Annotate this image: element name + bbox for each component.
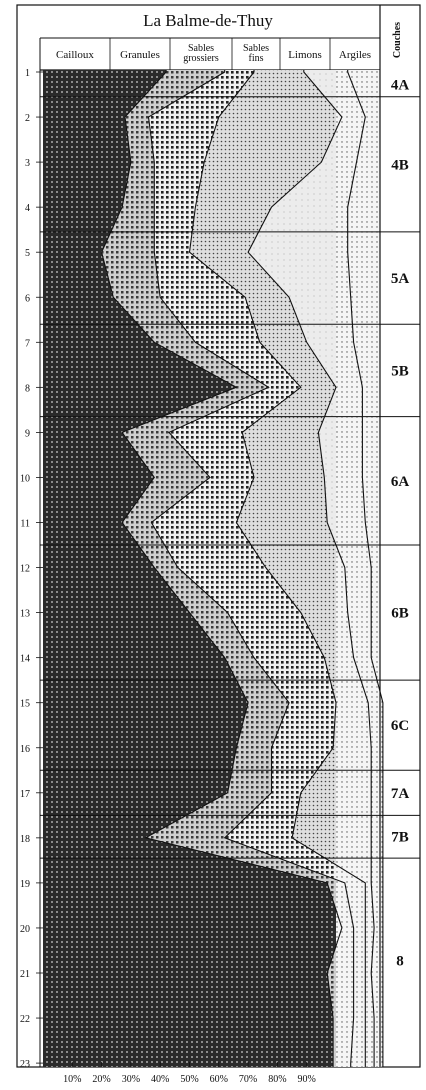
y-tick-label: 16 [20, 744, 30, 755]
layer-label-5A: 5A [391, 271, 410, 287]
boundary-limons [347, 70, 384, 1067]
boundary-sables-grossiers [188, 70, 366, 1067]
fraction-boundaries [101, 70, 384, 1067]
x-tick-label: 80% [268, 1074, 286, 1085]
legend-sables-grossiers-2: grossiers [183, 53, 219, 64]
y-tick-label: 17 [20, 789, 30, 800]
layer-boundaries [40, 96, 420, 859]
x-tick-label: 40% [151, 1074, 169, 1085]
y-tick-label: 21 [20, 969, 30, 980]
layer-label-6C: 6C [391, 718, 409, 734]
layer-label-8: 8 [396, 954, 404, 970]
x-tick-label: 70% [239, 1074, 257, 1085]
layer-column-header: Couches [392, 22, 403, 58]
x-tick-label: 20% [92, 1074, 110, 1085]
y-tick-label: 22 [20, 1014, 30, 1025]
legend-sables-fins-2: fins [249, 53, 264, 64]
y-tick-label: 6 [25, 293, 30, 304]
layer-label-4B: 4B [391, 157, 409, 173]
y-tick-label: 7 [25, 338, 30, 349]
y-tick-label: 2 [25, 113, 30, 124]
layer-label-5B: 5B [391, 363, 409, 379]
y-tick-label: 20 [20, 924, 30, 935]
fraction-areas [43, 70, 383, 1067]
x-tick-label: 10% [63, 1074, 81, 1085]
y-tick-label: 15 [20, 699, 30, 710]
y-tick-label: 9 [25, 428, 30, 439]
y-tick-label: 3 [25, 158, 30, 169]
y-tick-label: 5 [25, 248, 30, 259]
legend-granules: Granules [120, 49, 160, 61]
boundary-cailloux [101, 70, 343, 1067]
legend-argiles: Argiles [339, 49, 371, 61]
y-tick-label: 19 [20, 879, 30, 890]
area-granules [101, 70, 354, 1067]
x-tick-label: 60% [210, 1074, 228, 1085]
boundary-granules [147, 70, 355, 1067]
x-axis: 10% 20% 30% 40% 50% 60% 70% 80% 90% [63, 1062, 316, 1085]
layer-labels: 4A 4B 5A 5B 6A 6B 6C 7A 7B 8 [391, 77, 410, 969]
area-sables-grossiers [148, 70, 366, 1067]
area-sables-fins [189, 70, 375, 1067]
layer-label-4A: 4A [391, 77, 410, 93]
y-tick-label: 18 [20, 834, 30, 845]
y-tick-label: 23 [20, 1059, 30, 1070]
chart-title: La Balme-de-Thuy [143, 11, 273, 30]
layer-label-7B: 7B [391, 830, 409, 846]
x-tick-label: 50% [180, 1074, 198, 1085]
y-tick-label: 14 [20, 654, 30, 665]
y-tick-label: 1 [25, 68, 30, 79]
x-tick-label: 90% [298, 1074, 316, 1085]
y-tick-label: 11 [20, 519, 30, 530]
y-tick-label: 4 [25, 203, 30, 214]
boundary-sables-fins [247, 70, 375, 1067]
legend-cailloux: Cailloux [56, 49, 94, 61]
legend-sables-fins-1: Sables [243, 43, 269, 54]
layer-label-6B: 6B [391, 606, 409, 622]
layer-label-7A: 7A [391, 786, 410, 802]
legend-limons: Limons [288, 49, 322, 61]
layer-label-6A: 6A [391, 474, 410, 490]
legend-sables-grossiers-1: Sables [188, 43, 214, 54]
y-tick-label: 10 [20, 473, 30, 484]
y-tick-label: 12 [20, 564, 30, 575]
y-tick-label: 8 [25, 383, 30, 394]
area-cailloux [43, 70, 342, 1067]
x-tick-label: 30% [122, 1074, 140, 1085]
y-tick-label: 13 [20, 609, 30, 620]
